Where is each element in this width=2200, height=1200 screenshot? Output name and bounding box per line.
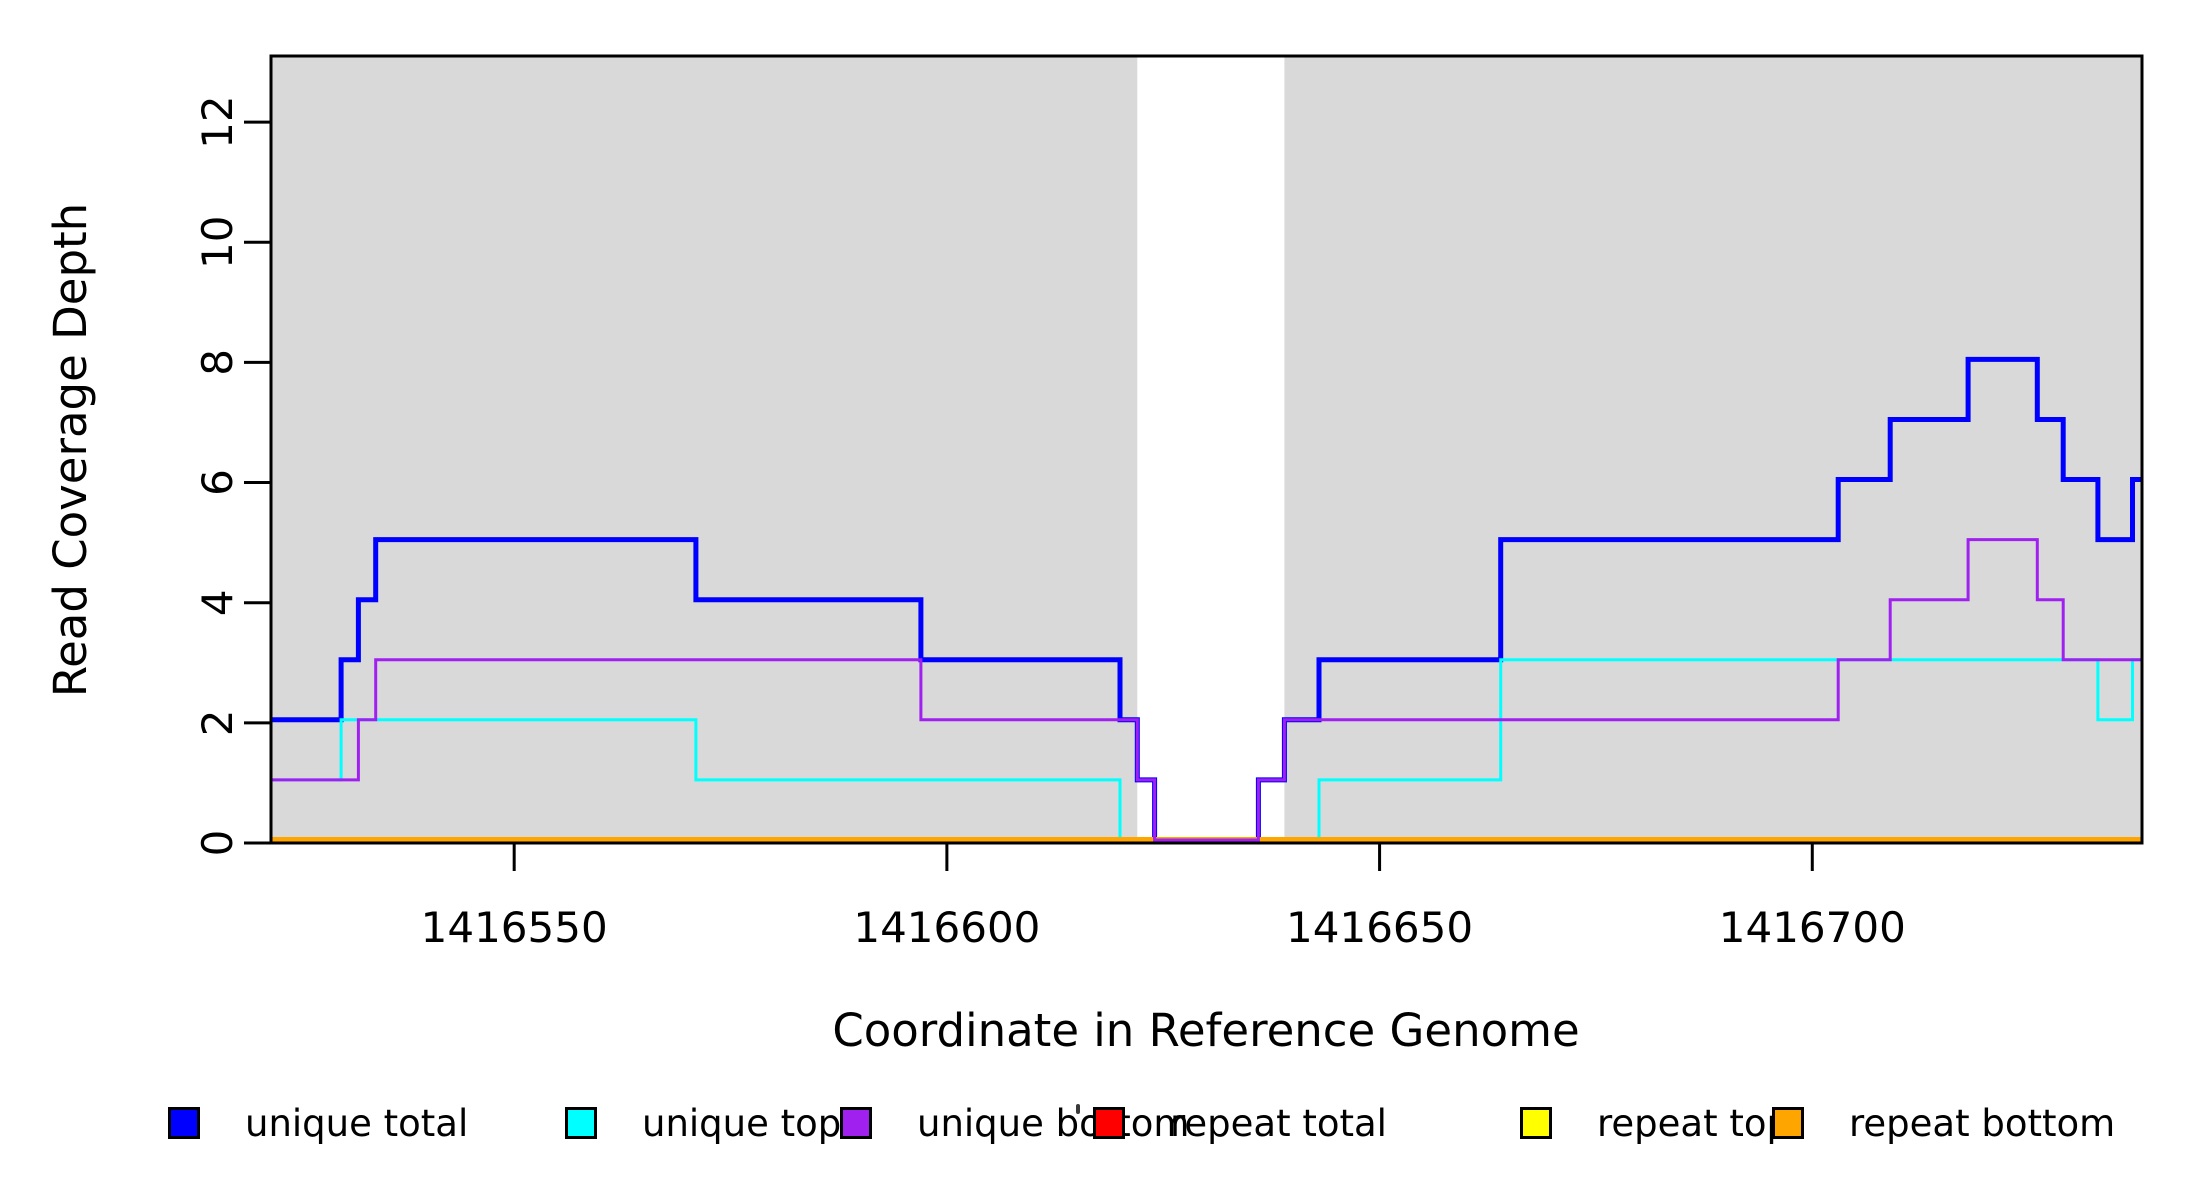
repeat-total-swatch-icon — [1093, 1107, 1125, 1139]
legend-item-repeat-bottom: repeat bottom — [1772, 1101, 2116, 1145]
legend-label: unique bottom — [917, 1101, 1190, 1145]
unique-total-swatch-icon — [168, 1107, 200, 1139]
y-tick-label: 2 — [193, 709, 242, 736]
legend-label: repeat top — [1597, 1101, 1790, 1145]
stray-point-mark — [1076, 1104, 1080, 1114]
legend-label: unique top — [642, 1101, 842, 1145]
legend-label: repeat bottom — [1849, 1101, 2116, 1145]
x-tick-label: 1416700 — [1719, 903, 1906, 952]
series-unique-bottom — [271, 538, 2142, 842]
x-tick-label: 1416650 — [1286, 903, 1473, 952]
aligned-region-shading — [1284, 56, 2142, 843]
series-unique-top — [271, 658, 2142, 842]
y-tick-label: 8 — [193, 349, 242, 376]
repeat-bottom-swatch-icon — [1772, 1107, 1804, 1139]
legend-item-repeat-total: repeat total — [1093, 1101, 1387, 1145]
legend-item-unique-total: unique total — [168, 1101, 469, 1145]
y-tick-label: 12 — [193, 95, 242, 148]
repeat-top-swatch-icon — [1520, 1107, 1552, 1139]
unique-bottom-swatch-icon — [840, 1107, 872, 1139]
y-tick-label: 6 — [193, 469, 242, 496]
x-axis-title: Coordinate in Reference Genome — [832, 1004, 1579, 1057]
y-tick-label: 0 — [193, 830, 242, 857]
unique-top-swatch-icon — [565, 1107, 597, 1139]
x-tick-label: 1416550 — [421, 903, 608, 952]
x-tick-label: 1416600 — [853, 903, 1040, 952]
y-tick-label: 4 — [193, 589, 242, 616]
y-axis-title: Read Coverage Depth — [44, 203, 97, 697]
legend-item-repeat-top: repeat top — [1520, 1101, 1790, 1145]
plot-box — [269, 54, 2144, 845]
y-tick-label: 10 — [193, 216, 242, 269]
legend-item-unique-top: unique top — [565, 1101, 842, 1145]
chart-layers: 1416550 1416600 1416650 1416700 0 2 4 6 8 10 12 — [193, 54, 2144, 952]
legend-item-unique-bottom: unique bottom — [840, 1101, 1190, 1145]
legend: unique total unique top unique bottom re… — [0, 1101, 2200, 1147]
aligned-region-shading — [271, 56, 1138, 843]
legend-label: repeat total — [1170, 1101, 1387, 1145]
legend-label: unique total — [245, 1101, 469, 1145]
